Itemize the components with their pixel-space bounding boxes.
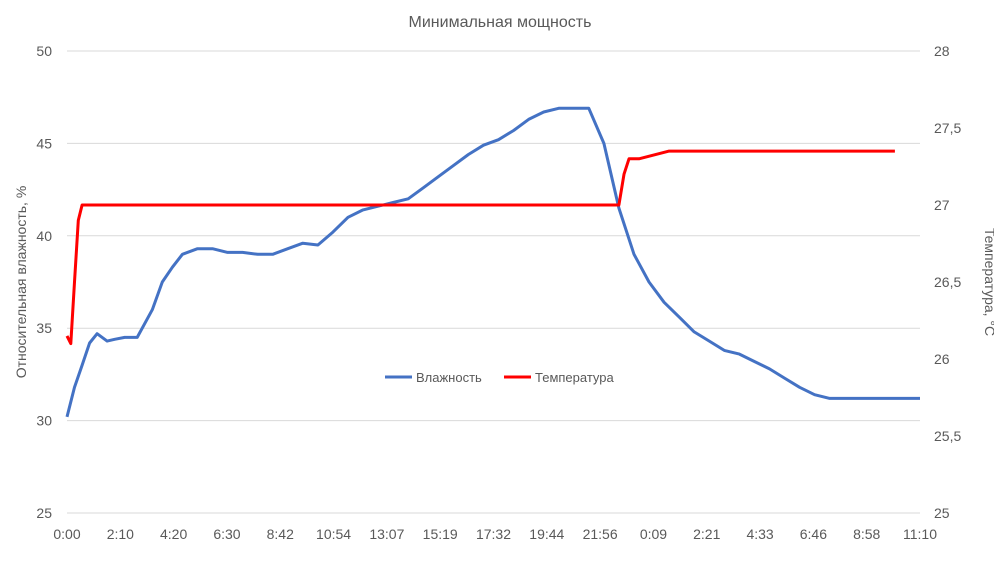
y2-tick-label: 25,5 bbox=[934, 428, 961, 444]
y2-tick-label: 26 bbox=[934, 351, 950, 367]
x-tick-label: 8:58 bbox=[853, 526, 880, 542]
y-tick-label: 50 bbox=[36, 43, 52, 59]
x-tick-label: 11:10 bbox=[903, 526, 937, 542]
x-tick-label: 0:00 bbox=[53, 526, 80, 542]
x-tick-label: 2:21 bbox=[693, 526, 720, 542]
y2-tick-label: 25 bbox=[934, 505, 950, 521]
x-tick-label: 0:09 bbox=[640, 526, 667, 542]
humidity-line bbox=[65, 106, 920, 418]
y2-tick-label: 27,5 bbox=[934, 120, 961, 136]
y2-tick-label: 28 bbox=[934, 43, 950, 59]
y-tick-label: 30 bbox=[36, 413, 52, 429]
x-tick-label: 4:20 bbox=[160, 526, 187, 542]
legend: Влажность Температура bbox=[385, 370, 615, 385]
x-tick-label: 19:44 bbox=[529, 526, 564, 542]
chart-title: Минимальная мощность bbox=[409, 14, 592, 31]
series-group bbox=[65, 106, 920, 418]
y-tick-label: 45 bbox=[36, 135, 52, 151]
temperature-line bbox=[65, 149, 895, 346]
y2-tick-label: 26,5 bbox=[934, 274, 961, 290]
x-tick-label: 15:19 bbox=[423, 526, 458, 542]
x-axis-ticks: 0:00 2:10 4:20 6:30 8:42 10:54 13:07 15:19 17:32… bbox=[53, 526, 937, 542]
left-axis-title: Относительная влажность, % bbox=[13, 186, 29, 379]
x-tick-label: 4:33 bbox=[746, 526, 773, 542]
y-tick-label: 25 bbox=[36, 505, 52, 521]
x-tick-label: 2:10 bbox=[107, 526, 134, 542]
x-tick-label: 10:54 bbox=[316, 526, 351, 542]
right-axis-ticks: 25 25,5 26 26,5 27 27,5 28 bbox=[934, 43, 961, 521]
legend-label-temperature: Температура bbox=[535, 370, 615, 385]
x-tick-label: 13:07 bbox=[369, 526, 404, 542]
y2-tick-label: 27 bbox=[934, 197, 950, 213]
legend-label-humidity: Влажность bbox=[416, 370, 482, 385]
x-tick-label: 21:56 bbox=[583, 526, 618, 542]
x-tick-label: 17:32 bbox=[476, 526, 511, 542]
y-tick-label: 40 bbox=[36, 228, 52, 244]
y-tick-label: 35 bbox=[36, 320, 52, 336]
x-tick-label: 8:42 bbox=[267, 526, 294, 542]
left-axis-ticks: 25 30 35 40 45 50 bbox=[36, 43, 52, 521]
right-axis-title: Температура, °C bbox=[982, 228, 994, 336]
x-tick-label: 6:46 bbox=[800, 526, 827, 542]
x-tick-label: 6:30 bbox=[213, 526, 240, 542]
gridlines bbox=[67, 50, 920, 514]
